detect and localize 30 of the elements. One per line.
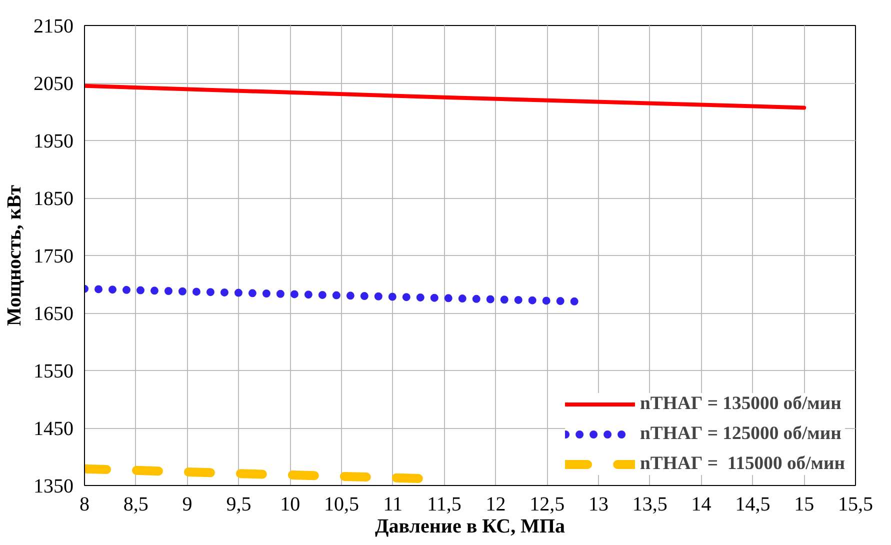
- y-axis-title: Мощность, кВт: [4, 184, 26, 326]
- x-tick-label: 13,5: [632, 494, 668, 516]
- x-tick-label: 10: [280, 494, 300, 516]
- x-tick-label: 10,5: [324, 494, 359, 516]
- x-tick-label: 11,5: [427, 494, 462, 516]
- y-tick-label: 2150: [34, 16, 74, 38]
- legend-label: nТНАГ = 135000 об/мин: [640, 393, 842, 415]
- x-tick-label: 14,5: [735, 494, 770, 516]
- x-tick-label: 14: [691, 494, 712, 516]
- x-tick-label: 8: [80, 494, 90, 516]
- y-tick-label: 1350: [34, 476, 74, 498]
- x-tick-label: 12,5: [530, 494, 565, 516]
- legend-label: nТНАГ = 115000 об/мин: [640, 453, 845, 475]
- y-tick-label: 2050: [34, 73, 74, 95]
- y-tick-label: 1750: [34, 246, 74, 268]
- y-tick-label: 1550: [34, 360, 74, 382]
- y-tick-label: 1450: [34, 418, 74, 440]
- x-tick-label: 15,5: [838, 494, 873, 516]
- x-tick-label: 13: [588, 494, 608, 516]
- y-tick-label: 1850: [34, 188, 74, 210]
- y-tick-label: 1950: [34, 130, 74, 152]
- x-tick-label: 12: [486, 494, 506, 516]
- x-tick-label: 9,5: [226, 494, 252, 516]
- y-tick-label: 1650: [34, 303, 74, 325]
- x-tick-label: 15: [794, 494, 814, 516]
- x-tick-label: 9: [182, 494, 192, 516]
- legend-label: nТНАГ = 125000 об/мин: [640, 423, 842, 445]
- x-axis-title: Давление в КС, МПа: [375, 516, 565, 538]
- x-tick-label: 11: [383, 494, 403, 516]
- x-tick-label: 8,5: [123, 494, 148, 516]
